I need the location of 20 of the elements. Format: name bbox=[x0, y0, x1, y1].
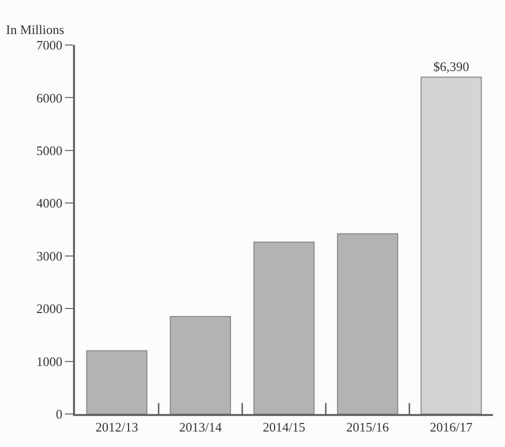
x-tick-label: 2012/13 bbox=[95, 420, 138, 435]
bar bbox=[170, 316, 231, 414]
y-tick-label: 4000 bbox=[36, 196, 62, 211]
y-tick-label: 6000 bbox=[36, 90, 62, 106]
data-label: $6,390 bbox=[433, 59, 470, 74]
y-tick-label: 5000 bbox=[36, 142, 62, 158]
x-tick-label: 2014/15 bbox=[262, 420, 306, 435]
x-tick-label: 2013/14 bbox=[179, 420, 222, 435]
y-tick-label: 7000 bbox=[36, 38, 62, 53]
bar bbox=[337, 233, 398, 414]
y-tick-label: 3000 bbox=[36, 248, 62, 264]
y-tick-label: 1000 bbox=[36, 354, 62, 369]
bar bbox=[86, 350, 148, 414]
x-tick-label: 2015/16 bbox=[346, 420, 390, 435]
y-tick-label: 2000 bbox=[36, 301, 62, 316]
y-axis-title: In Millions bbox=[6, 22, 64, 37]
y-tick-label: 0 bbox=[56, 406, 62, 422]
bar bbox=[253, 242, 315, 414]
x-tick-label: 2016/17 bbox=[430, 420, 473, 435]
bar bbox=[420, 76, 482, 414]
